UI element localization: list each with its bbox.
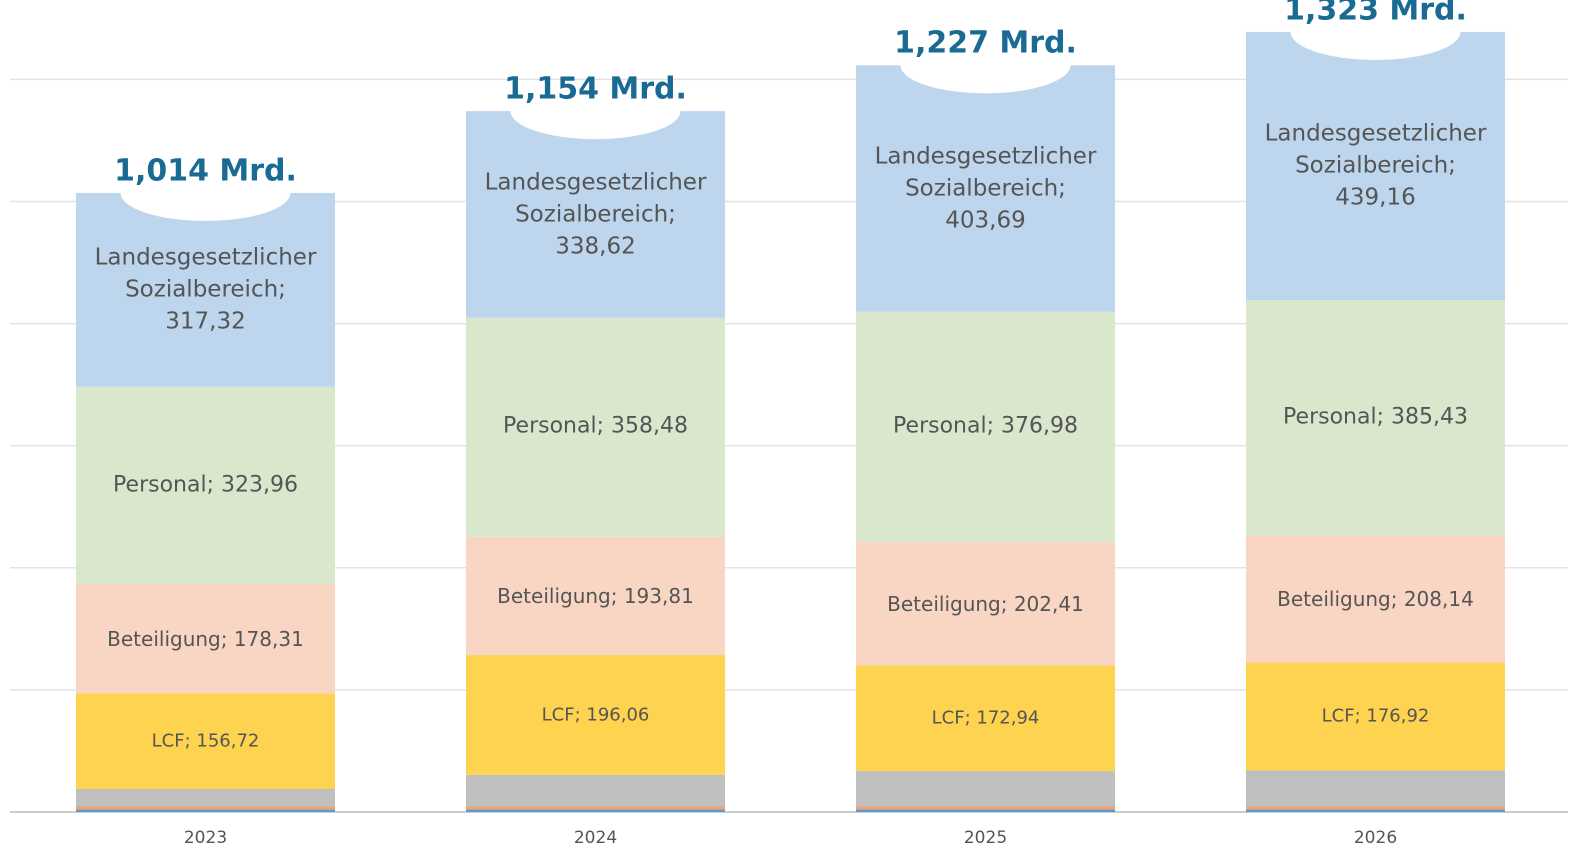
segment-label: Personal; 323,96	[113, 472, 298, 498]
notch	[1290, 3, 1461, 60]
bar-segment	[1246, 662, 1505, 771]
segment-label: Landesgesetzlicher Sozialbereich; 403,69	[874, 143, 1097, 234]
bar-segment	[76, 584, 335, 694]
bar-segment	[1246, 770, 1505, 807]
segment-label: Personal; 376,98	[893, 413, 1078, 439]
segment-label: Beteiligung; 193,81	[497, 583, 694, 608]
bar-segment	[1246, 535, 1505, 663]
bar-segment	[76, 806, 335, 810]
segment-label: Landesgesetzlicher Sozialbereich; 338,62	[484, 169, 707, 260]
segment-label: Beteiligung; 178,31	[107, 626, 304, 651]
segment-label: Beteiligung; 202,41	[887, 591, 1084, 616]
notch	[900, 37, 1071, 94]
bar-segment	[466, 809, 725, 812]
x-tick-label: 2025	[963, 828, 1008, 848]
bar-segment	[466, 806, 725, 810]
bar-segment	[856, 806, 1115, 810]
x-tick-label: 2026	[1353, 828, 1398, 848]
segment-label: Beteiligung; 208,14	[1277, 586, 1474, 611]
bar-segment	[466, 536, 725, 656]
bar-segment	[856, 665, 1115, 772]
bar-segment	[1246, 31, 1505, 301]
bar-segment	[1246, 300, 1505, 536]
total-label: 1,323 Mrd.	[1284, 0, 1467, 28]
notch	[120, 164, 291, 221]
segment-label: Landesgesetzlicher Sozialbereich; 317,32	[94, 244, 317, 335]
segment-label: Personal; 385,43	[1283, 404, 1468, 430]
notch	[510, 83, 681, 140]
segment-label: LCF; 176,92	[1321, 705, 1430, 727]
segment-label: LCF; 196,06	[541, 704, 650, 726]
bar-segment	[76, 809, 335, 812]
bar-segment	[856, 311, 1115, 542]
x-tick-label: 2023	[183, 828, 228, 848]
total-label: 1,014 Mrd.	[114, 153, 297, 189]
segment-label: LCF; 156,72	[151, 730, 260, 752]
x-tick-label: 2024	[573, 828, 618, 848]
bar-segment	[76, 693, 335, 789]
bar-segment	[856, 65, 1115, 312]
bar-segment	[466, 317, 725, 537]
bar-segment	[466, 111, 725, 318]
bar-segment	[76, 788, 335, 807]
bar-segment	[76, 386, 335, 585]
segment-label: Personal; 358,48	[503, 413, 688, 439]
total-label: 1,154 Mrd.	[504, 71, 687, 107]
bar-segment	[1246, 809, 1505, 812]
bar-segment	[856, 541, 1115, 666]
bar-segment	[76, 192, 335, 387]
segment-label: Landesgesetzlicher Sozialbereich; 439,16	[1264, 120, 1487, 212]
bar-segment	[466, 655, 725, 775]
segment-label: LCF; 172,94	[931, 707, 1040, 729]
bar-segment	[466, 774, 725, 807]
bar-segment	[1246, 806, 1505, 810]
bar-segment	[856, 771, 1115, 807]
bar-segment	[856, 809, 1115, 812]
total-label: 1,227 Mrd.	[894, 25, 1077, 61]
